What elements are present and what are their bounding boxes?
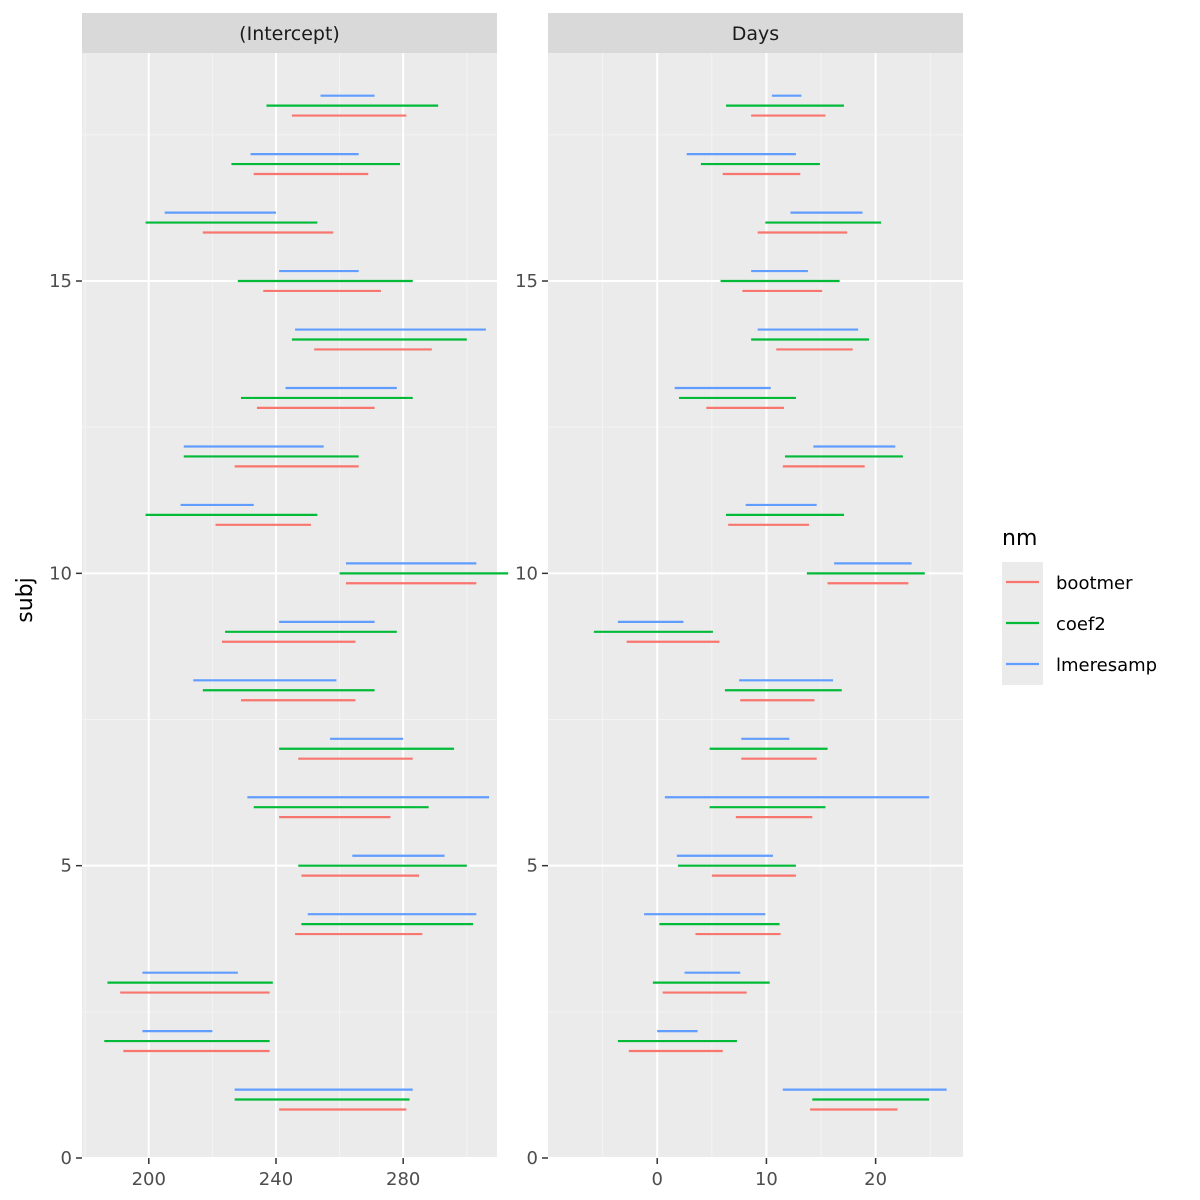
y-tick-label: 5 xyxy=(61,856,72,877)
x-tick-label: 280 xyxy=(386,1169,420,1190)
y-tick-label: 5 xyxy=(527,856,538,877)
x-tick-label: 240 xyxy=(259,1169,293,1190)
y-tick-label: 10 xyxy=(515,563,538,584)
y-tick-label: 0 xyxy=(61,1148,72,1169)
x-tick-label: 0 xyxy=(651,1169,662,1190)
y-tick-label: 15 xyxy=(515,271,538,292)
panel-strip-label: Days xyxy=(732,23,779,45)
x-tick-label: 200 xyxy=(132,1169,166,1190)
legend-label: lmeresamp xyxy=(1056,655,1157,676)
x-tick-label: 10 xyxy=(755,1169,778,1190)
panel-1: Days 0 10 20 0 5 10 15 xyxy=(515,13,963,1190)
legend-label: bootmer xyxy=(1056,573,1133,594)
panel-strip xyxy=(548,13,963,53)
y-tick-label: 10 xyxy=(49,563,72,584)
panel-strip-label: (Intercept) xyxy=(239,23,340,45)
y-tick-label: 0 xyxy=(527,1148,538,1169)
panel-strip xyxy=(82,13,497,53)
legend: nm bootmer coef2 lmeresamp xyxy=(1002,526,1157,685)
panel-0: (Intercept) 200 240 280 0 5 10 15 xyxy=(49,13,509,1190)
x-tick-label: 20 xyxy=(864,1169,887,1190)
legend-item-coef2: coef2 xyxy=(1002,603,1106,644)
panel-background xyxy=(548,53,963,1158)
legend-item-lmeresamp: lmeresamp xyxy=(1002,644,1157,685)
legend-label: coef2 xyxy=(1056,614,1106,635)
panel-background xyxy=(82,53,497,1158)
legend-item-bootmer: bootmer xyxy=(1002,562,1133,603)
legend-title: nm xyxy=(1002,526,1037,551)
y-axis-title: subj xyxy=(13,577,38,622)
y-tick-label: 15 xyxy=(49,271,72,292)
